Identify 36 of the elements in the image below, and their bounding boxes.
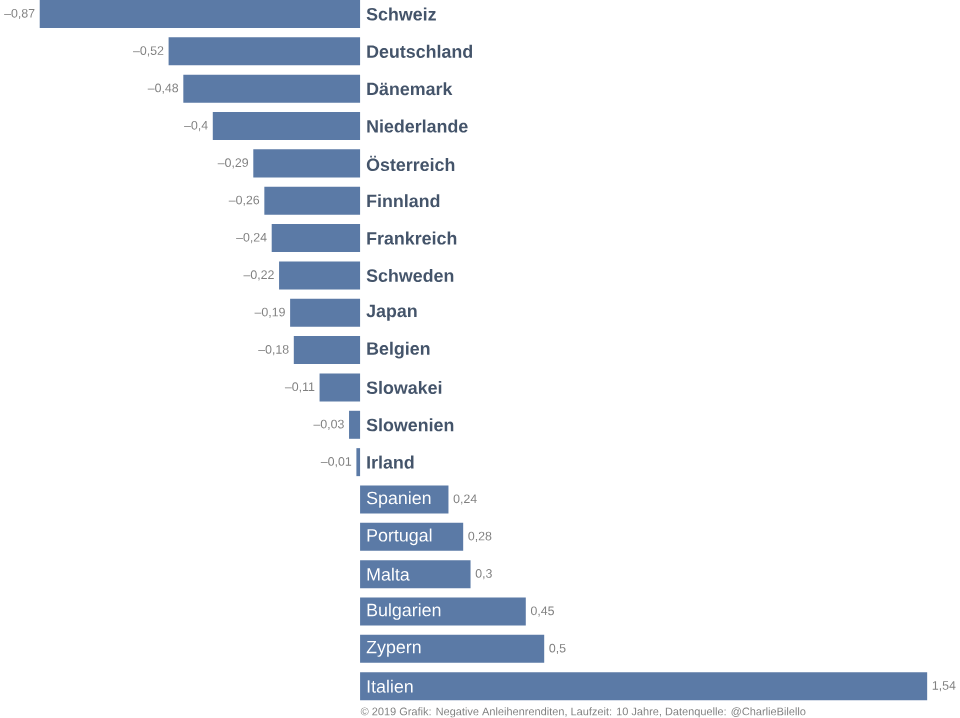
y-tick-label: Niederlande — [367, 119, 468, 133]
bar — [183, 74, 361, 103]
bar — [279, 261, 361, 290]
y-tick-label: Slowakei — [366, 381, 442, 395]
bar — [360, 523, 464, 552]
bar — [293, 336, 361, 365]
y-tick-label: Spanien — [366, 491, 431, 509]
y-tick-label: Frankreich — [367, 231, 457, 245]
y-tick-label: Belgien — [367, 341, 430, 359]
y-tick-label: Portugal — [367, 528, 432, 546]
y-tick-label: Österreich — [366, 155, 455, 172]
y-tick-label: Zypern — [366, 641, 421, 658]
bar — [319, 373, 361, 402]
y-tick-label: Schweiz — [366, 7, 436, 21]
bar — [349, 411, 361, 440]
bar — [360, 560, 471, 589]
y-tick-label: Malta — [367, 567, 410, 581]
bar — [168, 37, 361, 66]
y-tick-label: Bulgarien — [367, 603, 441, 621]
bar — [253, 149, 361, 178]
y-tick-label: Dänemark — [367, 82, 453, 96]
bar — [39, 0, 361, 29]
bar — [360, 672, 928, 701]
y-tick-label: Finnland — [367, 194, 440, 208]
y-tick-label: Italien — [367, 679, 413, 693]
y-tick-label: Slowenien — [366, 418, 454, 432]
bar — [360, 597, 526, 626]
bar — [271, 224, 361, 253]
y-tick-label: Japan — [366, 305, 417, 321]
y-tick-label: Schweden — [366, 269, 454, 283]
bar — [264, 186, 361, 215]
bar — [290, 298, 361, 327]
y-tick-label: Irland — [367, 455, 414, 469]
bar — [360, 635, 545, 664]
y-tick-label: Deutschland — [367, 45, 473, 59]
bar — [212, 112, 361, 141]
